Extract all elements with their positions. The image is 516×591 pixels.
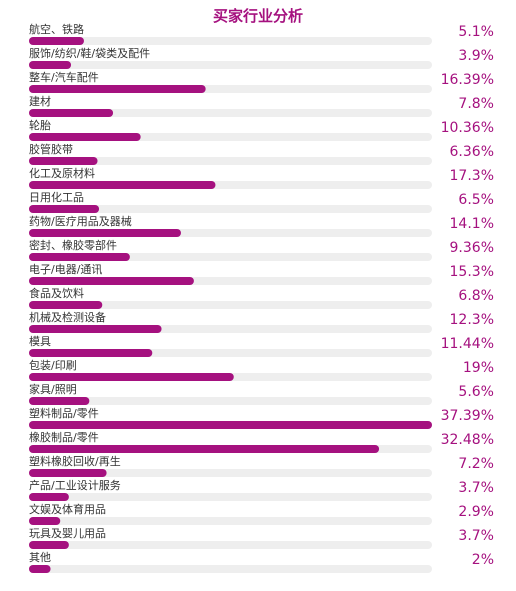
chart-title: 买家行业分析: [212, 7, 303, 25]
bar: [29, 397, 90, 405]
bar: [29, 181, 216, 189]
bar: [29, 301, 103, 309]
bar-track: [29, 61, 432, 69]
value-label: 2.9%: [458, 504, 494, 520]
bar: [29, 445, 380, 453]
bar: [29, 349, 153, 357]
value-label: 37.39%: [441, 408, 494, 424]
value-label: 6.8%: [458, 288, 494, 304]
category-label: 电子/电器/通讯: [29, 263, 102, 276]
bar: [29, 229, 181, 237]
value-label: 11.44%: [441, 336, 494, 352]
value-label: 14.1%: [450, 216, 494, 232]
category-label: 食品及饮料: [29, 286, 84, 300]
value-label: 5.1%: [458, 24, 494, 40]
bar-track: [29, 469, 432, 477]
value-label: 15.3%: [450, 264, 494, 280]
category-label: 轮胎: [29, 118, 51, 132]
bar: [29, 373, 234, 381]
bar: [29, 325, 162, 333]
value-label: 3.7%: [458, 480, 494, 496]
category-label: 服饰/纺织/鞋/袋类及配件: [29, 46, 150, 60]
category-label: 产品/工业设计服务: [29, 478, 121, 492]
bar-track: [29, 157, 432, 165]
category-label: 日用化工品: [29, 190, 84, 204]
value-label: 16.39%: [441, 72, 494, 88]
value-label: 32.48%: [441, 432, 494, 448]
value-label: 7.8%: [458, 96, 494, 112]
bar-track: [29, 517, 432, 525]
value-label: 3.9%: [458, 48, 494, 64]
bar-track: [29, 565, 432, 573]
category-label: 整车/汽车配件: [29, 70, 99, 84]
bar: [29, 517, 61, 525]
bar: [29, 37, 84, 45]
category-label: 胶管胶带: [29, 142, 73, 156]
category-label: 玩具及婴儿用品: [29, 527, 106, 540]
category-label: 包装/印刷: [29, 359, 77, 372]
category-label: 密封、橡胶零部件: [29, 238, 117, 252]
category-label: 药物/医疗用品及器械: [29, 214, 132, 228]
category-label: 航空、铁路: [29, 22, 84, 36]
value-label: 10.36%: [441, 120, 494, 136]
value-label: 6.5%: [458, 192, 494, 208]
category-label: 机械及检测设备: [29, 310, 106, 324]
category-label: 塑料制品/零件: [29, 406, 99, 420]
bar: [29, 421, 432, 429]
value-label: 3.7%: [458, 528, 494, 544]
bar: [29, 277, 194, 285]
bar: [29, 541, 69, 549]
category-label: 文娱及体育用品: [29, 502, 106, 516]
value-label: 2%: [472, 552, 494, 568]
bar: [29, 85, 206, 93]
value-label: 7.2%: [458, 456, 494, 472]
bar-track: [29, 397, 432, 405]
bar: [29, 469, 107, 477]
value-label: 5.6%: [458, 384, 494, 400]
value-label: 17.3%: [450, 168, 494, 184]
value-label: 9.36%: [450, 240, 494, 256]
bar: [29, 565, 51, 573]
bar-track: [29, 109, 432, 117]
bar: [29, 133, 141, 141]
bar: [29, 205, 100, 213]
category-label: 家具/照明: [29, 382, 77, 396]
bar-track: [29, 205, 432, 213]
bar-track: [29, 37, 432, 45]
category-label: 橡胶制品/零件: [29, 430, 99, 444]
bar: [29, 493, 69, 501]
bar: [29, 109, 114, 117]
bar-track: [29, 541, 432, 549]
category-label: 模具: [29, 335, 51, 348]
category-label: 建材: [29, 94, 51, 108]
bar-track: [29, 493, 432, 501]
category-label: 塑料橡胶回收/再生: [29, 454, 121, 468]
bar-track: [29, 253, 432, 261]
bar-track: [29, 301, 432, 309]
bar: [29, 253, 130, 261]
value-label: 6.36%: [450, 144, 494, 160]
category-label: 其他: [29, 551, 51, 564]
bar: [29, 157, 98, 165]
value-label: 19%: [463, 360, 494, 376]
value-label: 12.3%: [450, 312, 494, 328]
category-label: 化工及原材料: [29, 166, 95, 180]
bar: [29, 61, 72, 69]
